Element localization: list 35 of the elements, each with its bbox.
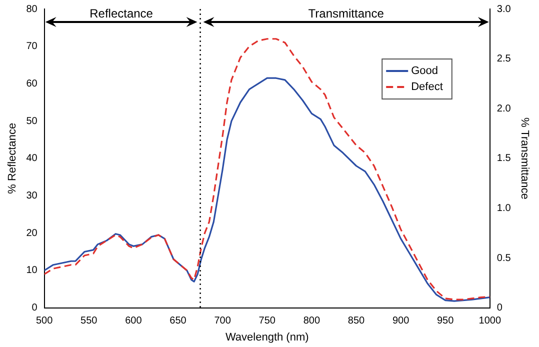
y-tick-label: 20 — [26, 228, 38, 239]
y2-tick-label: 2.0 — [496, 103, 512, 114]
x-tick-label: 500 — [36, 316, 54, 327]
x-tick-label: 700 — [214, 316, 232, 327]
y2-axis-title: % Transmittance — [518, 117, 530, 200]
x-tick-label: 950 — [436, 316, 454, 327]
y2-tick-label: 1.5 — [496, 153, 512, 164]
x-tick-label: 550 — [80, 316, 98, 327]
x-tick-label: 650 — [170, 316, 187, 327]
x-tick-label: 600 — [125, 316, 142, 327]
x-tick-label: 850 — [348, 316, 366, 327]
x-tick-label: 1000 — [478, 316, 502, 327]
x-axis-title: Wavelength (nm) — [225, 331, 309, 344]
x-tick-label: 750 — [258, 316, 276, 327]
y2-tick-label: 0 — [496, 302, 503, 314]
x-tick-label: 900 — [392, 316, 410, 327]
annotation: Reflectance — [90, 6, 154, 20]
y-tick-label: 30 — [26, 190, 38, 202]
y2-tick-label: 3.0 — [496, 4, 512, 15]
line-series — [44, 38, 490, 300]
y-tick-label: 0 — [32, 302, 38, 314]
annotation: Transmittance — [308, 6, 384, 20]
y-tick-label: 60 — [26, 78, 38, 90]
y-axis-title: % Reflectance — [6, 122, 19, 194]
x-tick-label: 800 — [303, 316, 320, 327]
y-tick-label: 50 — [26, 116, 38, 127]
y2-tick-label: 1.0 — [496, 202, 512, 214]
y-tick-label: 70 — [26, 41, 38, 52]
y-tick-label: 10 — [26, 265, 38, 276]
y-tick-label: 80 — [26, 4, 38, 15]
legend-label: Good — [411, 65, 438, 78]
y2-tick-label: 0.5 — [496, 252, 512, 264]
y2-tick-label: 2.5 — [496, 54, 512, 65]
y-tick-label: 40 — [26, 153, 38, 164]
legend-label: Defect — [411, 81, 443, 94]
